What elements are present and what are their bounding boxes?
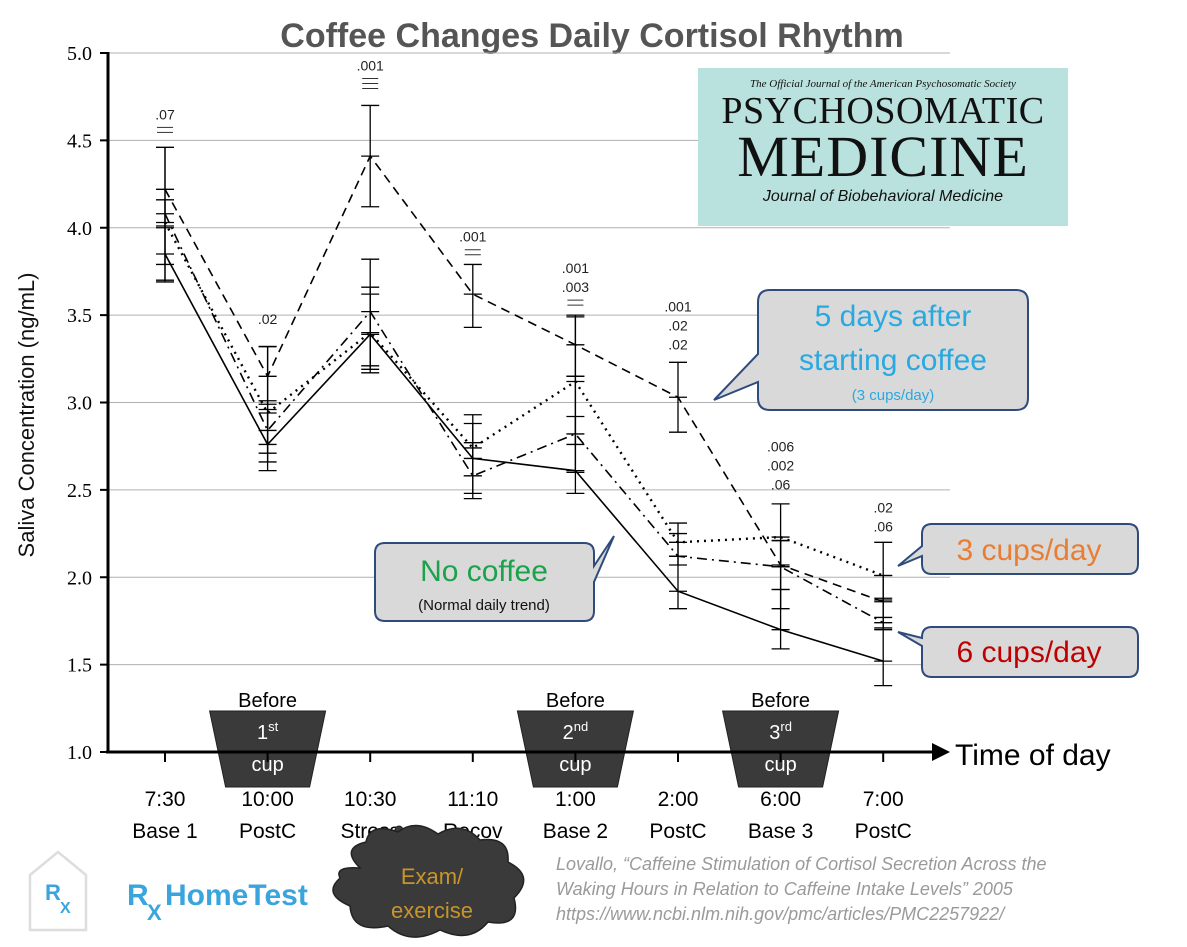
x-tick-label: PostC: [649, 820, 706, 843]
callout-five-days-line2: starting coffee: [799, 344, 987, 377]
callout-five-days-line1: 5 days after: [815, 300, 972, 333]
coffee-cup-icon: [208, 710, 327, 788]
x-tick-label: Base 1: [132, 820, 197, 843]
p-value-label: .002: [767, 457, 794, 473]
journal-logo: The Official Journal of the American Psy…: [698, 68, 1068, 226]
x-axis-label: Time of day: [955, 739, 1111, 772]
callout-three-cups-text: 3 cups/day: [956, 534, 1101, 567]
p-value-label: .001: [357, 57, 384, 73]
series-dashed: [156, 104, 893, 629]
stress-bubble-line2: exercise: [391, 898, 473, 923]
cup-word: cup: [559, 754, 591, 776]
citation: Lovallo, “Caffeine Stimulation of Cortis…: [556, 852, 1176, 927]
x-tick-label: PostC: [855, 820, 912, 843]
coffee-cup-icon: [721, 710, 840, 788]
p-value-label: .003: [562, 279, 589, 295]
citation-line1: Lovallo, “Caffeine Stimulation of Cortis…: [556, 854, 1047, 874]
y-axis-label: Saliva Concentration (ng/mL): [14, 273, 39, 558]
journal-subtitle: Journal of Biobehavioral Medicine: [762, 188, 1004, 205]
citation-line3: https://www.ncbi.nlm.nih.gov/pmc/article…: [556, 904, 1005, 924]
x-tick-time: 11:10: [447, 788, 498, 811]
callout-three-cups: 3 cups/day: [897, 523, 1139, 575]
cup-word: cup: [251, 754, 283, 776]
series-layer: [156, 104, 893, 687]
logo-text: HomeTest: [165, 879, 308, 912]
x-tick-label: PostC: [239, 820, 296, 843]
x-tick-time: 7:00: [863, 788, 904, 811]
series-line-dashed: [164, 154, 884, 603]
p-value-label: .06: [771, 476, 791, 492]
p-value-label: .001: [664, 299, 691, 315]
y-tick-label: 2.5: [67, 480, 92, 502]
x-tick-label: Base 2: [543, 820, 608, 843]
p-value-label: .02: [668, 337, 688, 353]
y-tick-label: 3.0: [67, 393, 92, 415]
cup-ordinal-suffix: rd: [780, 719, 792, 734]
callout-five-days-line3: (3 cups/day): [852, 387, 935, 404]
logo-icon-r: R: [45, 880, 61, 905]
rx-hometest-logo: R X R X HomeTest: [28, 850, 308, 932]
journal-title-line1: PSYCHOSOMATIC: [721, 90, 1045, 132]
y-tick-label: 1.5: [67, 655, 92, 677]
callout-no-coffee-line1: No coffee: [420, 555, 548, 588]
x-tick-time: 10:30: [344, 788, 397, 811]
cup-ordinal-suffix: st: [268, 719, 279, 734]
series-line-dashdot: [164, 213, 884, 624]
y-tick-label: 4.0: [67, 218, 92, 240]
cup-before-label: Before: [546, 690, 605, 712]
x-tick-label: Base 3: [748, 820, 813, 843]
stress-bubble: Exam/ exercise: [332, 824, 525, 938]
coffee-cup-icon: [516, 710, 635, 788]
x-tick-time: 10:00: [241, 788, 294, 811]
callout-six-cups-text: 6 cups/day: [956, 636, 1101, 669]
cup-ordinal-suffix: nd: [574, 719, 588, 734]
x-tick-time: 6:00: [760, 788, 801, 811]
p-value-label: .001: [459, 229, 486, 245]
cup-word: cup: [764, 754, 796, 776]
callout-no-coffee-line2: (Normal daily trend): [418, 597, 550, 614]
y-tick-label: 5.0: [67, 43, 92, 65]
p-value-label: .02: [258, 311, 278, 327]
logo-icon-x: X: [60, 900, 71, 917]
callout-six-cups: 6 cups/day: [897, 626, 1139, 678]
stress-bubble-line1: Exam/: [401, 864, 464, 889]
chart-title: Coffee Changes Daily Cortisol Rhythm: [280, 17, 903, 55]
cup-before-label: Before: [238, 690, 297, 712]
citation-line2: Waking Hours in Relation to Caffeine Int…: [556, 879, 1013, 899]
journal-tagline: The Official Journal of the American Psy…: [750, 78, 1016, 90]
callout-five-days: 5 days after starting coffee (3 cups/day…: [713, 289, 1029, 411]
logo-r: R: [127, 879, 149, 912]
logo-x: X: [147, 900, 162, 925]
y-tick-label: 4.5: [67, 130, 92, 152]
x-tick-time: 7:30: [145, 788, 186, 811]
house-icon: [28, 850, 88, 932]
p-value-label: .001: [562, 260, 589, 276]
series-line-solid: [164, 253, 884, 662]
cup-before-label: Before: [751, 690, 810, 712]
p-value-annotations: .07 .02 .001 .001 .001 .003 .001 .02 .02 .006 .002…: [155, 57, 893, 534]
p-value-label: .006: [767, 438, 794, 454]
x-tick-time: 1:00: [555, 788, 596, 811]
p-value-label: .07: [155, 106, 175, 122]
y-tick-label: 2.0: [67, 567, 92, 589]
p-value-label: .02: [668, 318, 688, 334]
p-value-label: .02: [873, 500, 893, 516]
y-tick-label: 3.5: [67, 305, 92, 327]
journal-title-line2: MEDICINE: [737, 124, 1029, 189]
x-tick-time: 2:00: [658, 788, 699, 811]
y-tick-labels: 1.0 1.5 2.0 2.5 3.0 3.5 4.0 4.5 5.0: [67, 43, 108, 764]
callout-no-coffee: No coffee (Normal daily trend): [374, 535, 615, 622]
y-tick-label: 1.0: [67, 742, 92, 764]
x-axis-arrow: [932, 743, 950, 761]
series-line-dotted: [163, 221, 884, 577]
p-value-label: .06: [873, 519, 893, 535]
